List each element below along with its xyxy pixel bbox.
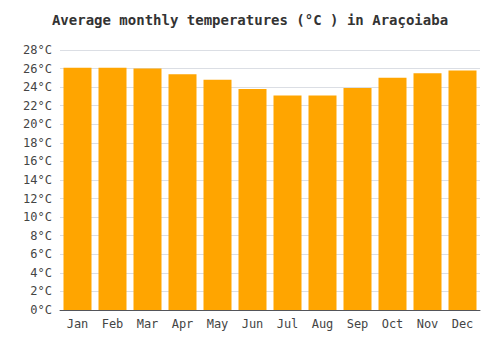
svg-text:Dec: Dec	[452, 317, 474, 331]
svg-text:6°C: 6°C	[30, 247, 52, 261]
svg-text:12°C: 12°C	[23, 192, 52, 206]
svg-text:24°C: 24°C	[23, 80, 52, 94]
svg-text:14°C: 14°C	[23, 173, 52, 187]
svg-text:Sep: Sep	[347, 317, 369, 331]
svg-text:8°C: 8°C	[30, 229, 52, 243]
svg-text:16°C: 16°C	[23, 154, 52, 168]
svg-text:0°C: 0°C	[30, 303, 52, 317]
svg-text:Nov: Nov	[417, 317, 439, 331]
svg-text:Oct: Oct	[382, 317, 404, 331]
svg-text:10°C: 10°C	[23, 210, 52, 224]
svg-text:Mar: Mar	[137, 317, 159, 331]
svg-text:26°C: 26°C	[23, 62, 52, 76]
svg-text:22°C: 22°C	[23, 99, 52, 113]
svg-text:Average monthly temperatures (: Average monthly temperatures (°C ) in Ar…	[52, 12, 448, 28]
svg-text:Aug: Aug	[312, 317, 334, 331]
svg-text:Apr: Apr	[172, 317, 194, 331]
svg-text:18°C: 18°C	[23, 136, 52, 150]
svg-text:Jun: Jun	[242, 317, 264, 331]
svg-text:2°C: 2°C	[30, 284, 52, 298]
svg-text:Feb: Feb	[102, 317, 124, 331]
svg-text:20°C: 20°C	[23, 117, 52, 131]
svg-text:28°C: 28°C	[23, 43, 52, 57]
svg-text:Jan: Jan	[67, 317, 89, 331]
svg-text:4°C: 4°C	[30, 266, 52, 280]
svg-text:Jul: Jul	[277, 317, 299, 331]
svg-text:May: May	[207, 317, 229, 331]
